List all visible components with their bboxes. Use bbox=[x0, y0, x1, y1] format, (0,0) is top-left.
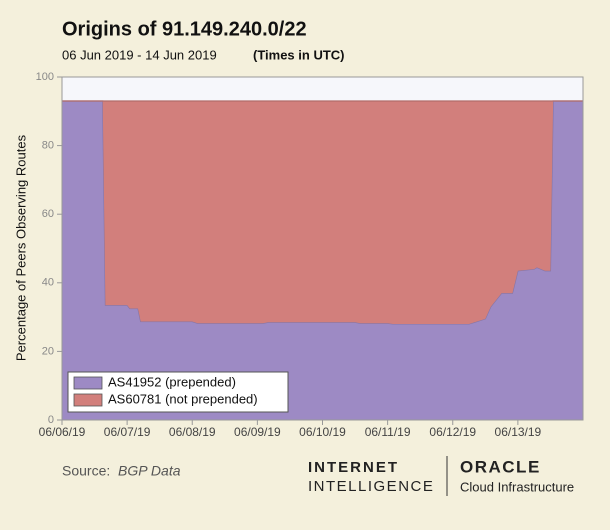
brand-line1: INTERNET bbox=[308, 459, 399, 476]
area bbox=[62, 101, 583, 420]
legend-label: AS60781 (not prepended) bbox=[108, 391, 258, 406]
y-axis-label: Percentage of Peers Observing Routes bbox=[13, 134, 28, 361]
x-tick-label: 06/06/19 bbox=[39, 425, 86, 439]
x-tick-label: 06/08/19 bbox=[169, 425, 216, 439]
y-tick-label: 60 bbox=[42, 208, 54, 220]
legend-swatch bbox=[73, 376, 103, 390]
x-tick-label: 06/13/19 bbox=[495, 425, 542, 439]
brand-line2: INTELLIGENCE bbox=[308, 478, 434, 495]
x-tick-label: 06/11/19 bbox=[365, 425, 411, 439]
time-note: (Times in UTC) bbox=[253, 47, 345, 62]
partner: ORACLE bbox=[460, 457, 541, 476]
legend-box bbox=[67, 371, 289, 413]
source-label: Source: bbox=[62, 463, 110, 479]
area bbox=[62, 101, 583, 324]
chart-subtitle: 06 Jun 2019 - 14 Jun 2019 bbox=[62, 47, 217, 62]
legend-swatch bbox=[73, 393, 103, 407]
y-tick-label: 40 bbox=[42, 277, 54, 289]
y-tick-label: 20 bbox=[42, 345, 54, 357]
y-tick-label: 80 bbox=[42, 140, 54, 152]
x-tick-label: 06/10/19 bbox=[299, 425, 346, 439]
y-tick-label: 100 bbox=[36, 71, 54, 83]
chart-title: Origins of 91.149.240.0/22 bbox=[62, 18, 307, 40]
source: BGP Data bbox=[118, 463, 181, 479]
y-tick-label: 0 bbox=[48, 414, 54, 426]
x-tick-label: 06/09/19 bbox=[234, 425, 281, 439]
legend-label: AS41952 (prepended) bbox=[108, 374, 236, 389]
x-tick-label: 06/07/19 bbox=[104, 425, 151, 439]
x-tick-label: 06/12/19 bbox=[429, 425, 476, 439]
partner-sub: Cloud Infrastructure bbox=[460, 479, 574, 494]
